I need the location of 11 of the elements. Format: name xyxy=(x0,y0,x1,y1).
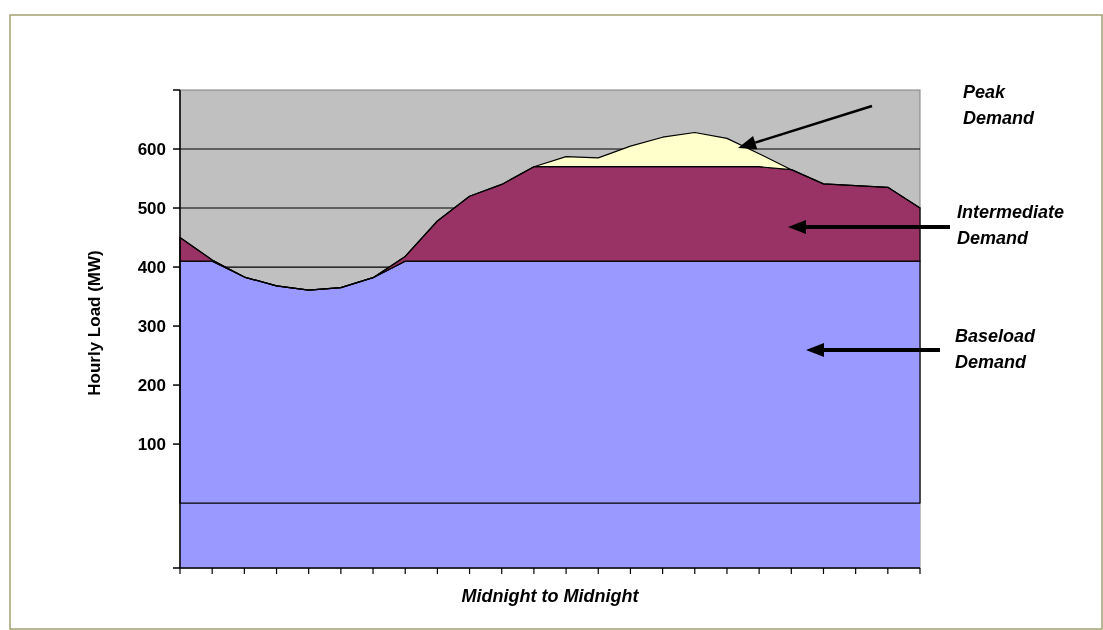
y-tick-label: 500 xyxy=(137,198,166,218)
x-axis-title: Midnight to Midnight xyxy=(461,586,640,606)
text: Peak Demand xyxy=(963,82,1036,128)
y-tick-label: 200 xyxy=(137,376,166,396)
y-tick-label: 400 xyxy=(137,257,166,277)
y-axis-title: Hourly Load (MW) xyxy=(85,250,104,396)
y-tick-label: 100 xyxy=(137,435,166,455)
text: Intermediate Demand xyxy=(957,202,1065,248)
y-tick-label: 300 xyxy=(137,317,166,336)
y-tick-label: 600 xyxy=(137,139,166,159)
text: Baseload Demand xyxy=(955,326,1037,372)
